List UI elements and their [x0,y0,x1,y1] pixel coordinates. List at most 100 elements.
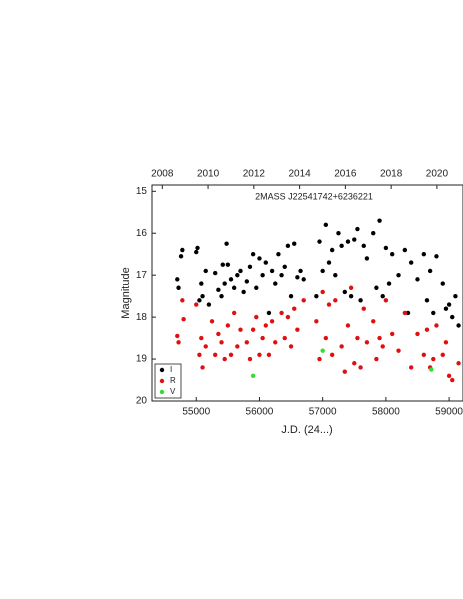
data-point [260,335,265,341]
data-point [282,264,287,269]
data-point [269,319,275,324]
data-point [225,323,231,328]
data-point [453,293,458,299]
data-point [254,314,259,320]
data-point [235,272,240,278]
data-point [317,356,322,362]
data-point [314,319,319,324]
data-point [225,262,231,267]
data-point [314,293,319,299]
data-point [219,293,224,299]
data-point [374,285,379,290]
data-point [257,352,262,358]
data-point [402,310,408,316]
x2-tick-label: 2016 [334,169,357,180]
data-point [176,285,181,290]
data-point [295,275,300,280]
y-tick-label: 17 [136,270,148,281]
data-point [213,352,218,358]
x-tick-label: 55000 [182,407,210,418]
data-point [178,254,184,259]
data-point [348,285,354,290]
plot-frame [151,184,463,402]
data-point [220,262,225,267]
data-point [200,365,205,370]
data-point [285,314,291,320]
data-point [333,272,338,278]
data-point [200,293,205,299]
data-point [361,243,366,249]
data-point [396,348,401,353]
x2-tick-label: 2018 [380,169,403,180]
data-point [383,245,389,251]
data-point [175,277,180,282]
data-point [390,252,395,257]
x-tick-label: 59000 [435,407,463,418]
data-point [203,268,208,274]
data-point [371,231,376,236]
data-point [247,264,253,269]
data-point [222,281,227,286]
data-point [427,268,433,274]
data-point [269,268,275,274]
data-point [339,243,344,249]
data-point [213,270,218,276]
data-point [421,252,427,257]
data-point [440,281,445,286]
data-point [443,340,449,345]
data-point [250,252,256,257]
data-point [326,260,332,265]
data-point [434,323,439,328]
data-point [273,281,278,286]
legend-label: R [170,376,176,385]
legend-marker [159,367,165,373]
data-point [405,310,411,316]
data-point [408,260,414,265]
data-point [408,365,414,370]
data-point [219,340,224,345]
y-tick-label: 16 [136,228,148,239]
data-point [194,302,199,307]
data-point [415,277,420,282]
data-point [266,310,272,316]
data-point [402,247,408,253]
data-point [429,367,434,372]
x2-tick-label: 2010 [197,169,220,180]
data-point [320,268,325,274]
y-tick-label: 20 [136,396,148,407]
data-point [301,277,306,282]
x-axis-label: J.D. (24...) [281,424,332,436]
data-point [361,306,366,311]
data-point [203,344,208,349]
data-point [329,247,335,253]
data-point [197,298,202,303]
data-point [383,298,389,303]
data-point [209,319,215,324]
data-point [263,323,268,328]
data-point [276,252,281,257]
data-point [431,310,436,316]
data-point [317,239,322,244]
x2-tick-label: 2012 [243,169,266,180]
data-point [386,281,392,286]
legend-label: V [170,387,176,396]
data-point [244,340,250,345]
data-point [228,277,234,282]
data-point [292,241,297,246]
data-point [292,306,297,311]
data-point [254,285,259,290]
legend-label: I [170,365,172,374]
legend-marker [159,378,165,384]
data-point [282,335,287,341]
y-tick-label: 15 [136,186,148,197]
data-point [199,281,204,286]
data-point [329,352,335,358]
data-point [358,298,363,303]
data-point [355,335,360,341]
data-point [176,340,181,345]
data-point [181,317,186,322]
data-point [266,352,272,358]
data-point [295,327,300,332]
data-point [263,260,268,265]
data-point [450,314,455,320]
